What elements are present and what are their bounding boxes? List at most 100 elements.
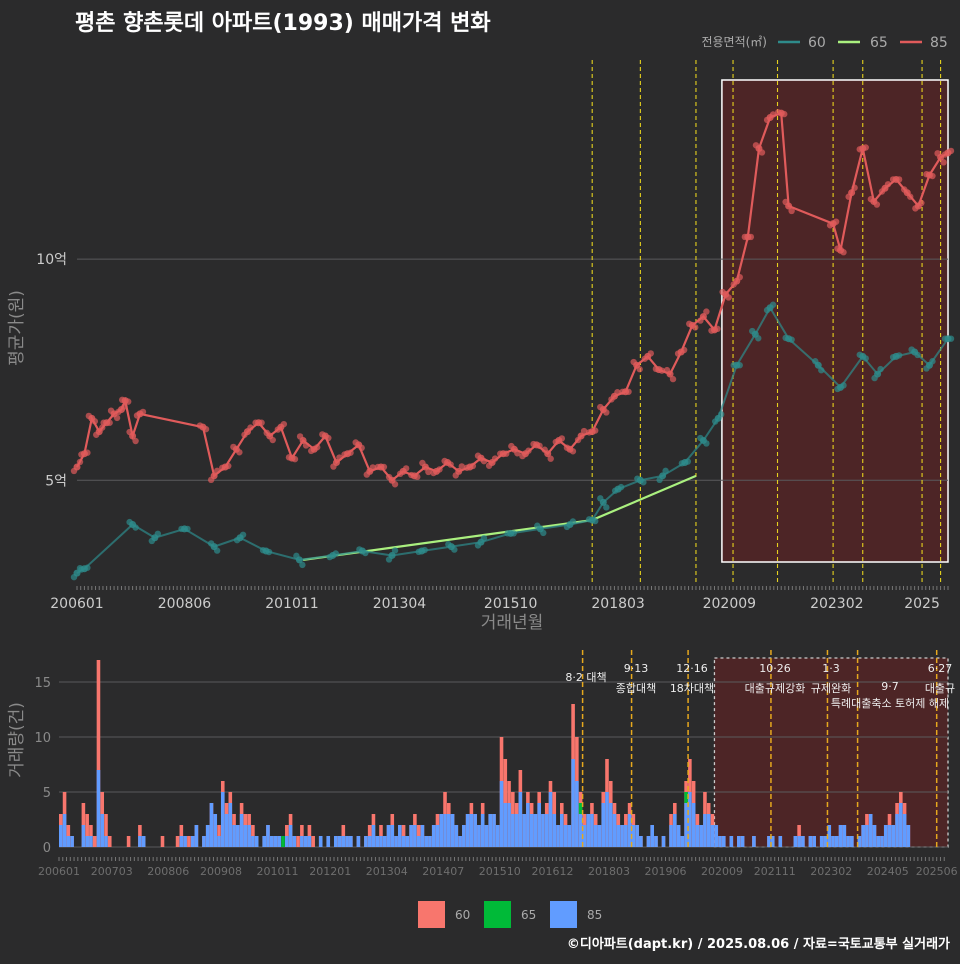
annotation-date-5: 9·7: [881, 680, 899, 693]
point-60: [630, 358, 637, 366]
point-60: [658, 367, 666, 374]
volume-x-tick-label: 201407: [422, 865, 464, 878]
bar-85: [601, 803, 606, 847]
bar-85: [511, 814, 515, 847]
point-60: [430, 469, 437, 477]
volume-y-axis-label: 거래량(건): [7, 702, 27, 778]
point-85: [213, 547, 221, 554]
bar-85: [654, 836, 658, 847]
point-60: [834, 245, 841, 252]
bar-85: [616, 825, 621, 847]
price-legend: 전용면적(㎡) 60 65 85: [701, 35, 947, 51]
bar-85: [277, 836, 282, 847]
bar-85: [484, 825, 489, 847]
bar-85: [571, 759, 575, 847]
point-60: [782, 198, 789, 206]
point-60: [719, 288, 726, 296]
point-85: [534, 522, 541, 529]
bar-60: [160, 836, 165, 847]
bar-85: [96, 770, 101, 847]
bar-85: [333, 836, 338, 847]
bar-85: [627, 814, 632, 847]
point-60: [697, 317, 704, 324]
point-60: [452, 472, 459, 479]
volume-y-tick-label: 15: [34, 676, 51, 691]
point-60: [845, 193, 852, 200]
point-60: [414, 473, 421, 481]
point-85: [697, 434, 704, 442]
point-60: [574, 436, 582, 444]
point-60: [730, 281, 737, 288]
bar-85: [699, 825, 703, 847]
bar-85: [522, 814, 526, 847]
point-60: [247, 424, 254, 431]
bar-85: [552, 814, 557, 847]
price-y-axis-label: 평균가(원): [7, 290, 27, 366]
point-60: [862, 144, 869, 151]
bar-85: [243, 825, 248, 847]
point-60: [319, 431, 326, 438]
point-60: [889, 176, 897, 183]
point-60: [873, 201, 881, 208]
x-tick-label: 200601: [50, 596, 103, 612]
bar-85: [138, 836, 142, 847]
bar-85: [575, 781, 579, 847]
bar-85: [593, 825, 598, 847]
bar-60: [126, 836, 131, 847]
point-60: [788, 207, 795, 215]
point-85: [947, 335, 955, 342]
point-85: [597, 495, 604, 502]
bar-85: [349, 836, 353, 847]
volume-x-tick-label: 200908: [200, 865, 242, 878]
bar-85: [439, 814, 444, 847]
bar-85: [499, 781, 504, 847]
point-60: [519, 452, 526, 460]
point-60: [840, 249, 847, 256]
bar-85: [624, 825, 628, 847]
bar-85: [721, 836, 726, 847]
point-60: [736, 273, 743, 281]
bar-85: [224, 814, 229, 847]
point-60: [686, 320, 693, 328]
annotation-text-6: 대출규: [925, 682, 955, 695]
point-60: [536, 442, 543, 450]
point-60: [708, 327, 715, 334]
bar-85: [431, 825, 436, 847]
bar-85: [81, 825, 86, 847]
bar-85: [318, 836, 323, 847]
point-60: [133, 412, 141, 419]
legend-title: 전용면적(㎡): [701, 35, 767, 49]
bar-85: [676, 825, 681, 847]
point-60: [652, 365, 660, 373]
point-60: [291, 455, 299, 463]
point-60: [336, 454, 343, 461]
bar-85: [669, 825, 673, 847]
point-60: [274, 426, 282, 433]
bar-85: [812, 836, 816, 847]
bar-85: [880, 836, 884, 847]
volume-y-tick-label: 5: [43, 786, 51, 801]
point-60: [603, 409, 610, 416]
volume-x-tick-label: 200601: [38, 865, 80, 878]
price-chart: 5억 10억 200601 200806 201011 201304 201510 20180…: [36, 60, 955, 612]
volume-x-tick-label: 200703: [91, 865, 133, 878]
point-60: [269, 436, 276, 444]
volume-x-tick-label: 201510: [479, 865, 521, 878]
point-85: [239, 531, 247, 538]
point-60: [458, 463, 465, 470]
point-60: [525, 447, 532, 454]
point-85: [391, 547, 399, 554]
bar-85: [850, 836, 854, 847]
bar-85: [695, 825, 700, 847]
bar-85: [213, 814, 218, 847]
bar-85: [650, 825, 654, 847]
bar-85: [462, 825, 466, 847]
bar-85: [823, 836, 828, 847]
bar-85: [450, 814, 455, 847]
bar-85: [236, 825, 240, 847]
point-60: [100, 419, 107, 426]
bar-85: [620, 825, 624, 847]
series-line-85: [76, 305, 949, 575]
annotation-text-1: 종합대책: [616, 682, 656, 695]
point-60: [391, 481, 399, 488]
